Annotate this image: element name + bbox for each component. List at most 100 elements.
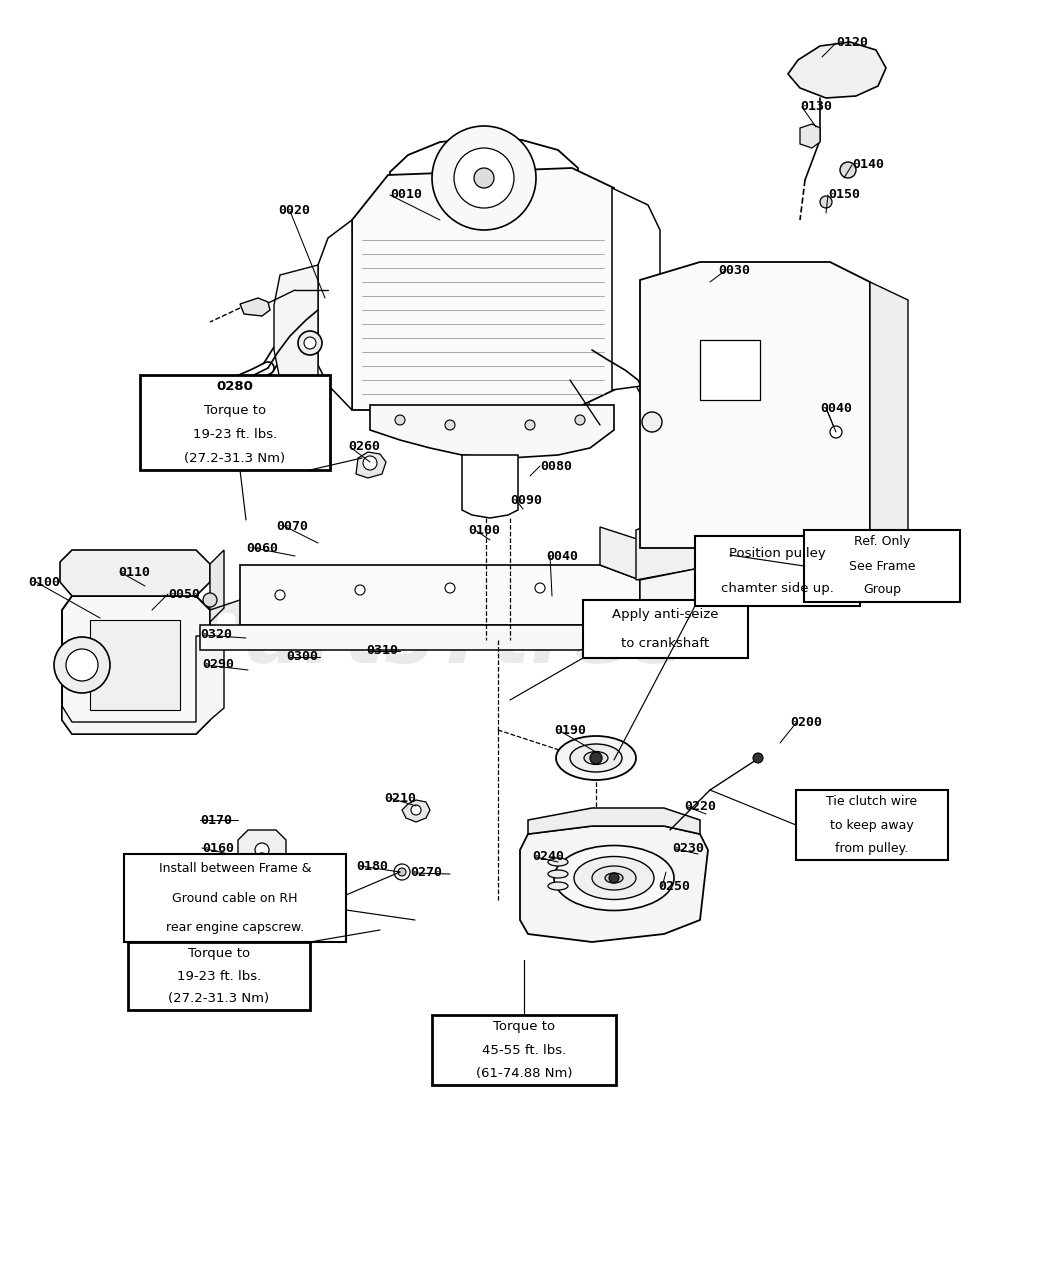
Text: Torque to: Torque to (188, 947, 250, 960)
Polygon shape (528, 808, 700, 835)
Text: 0190: 0190 (554, 724, 586, 737)
Text: Install between Frame &: Install between Frame & (158, 863, 312, 876)
Ellipse shape (554, 846, 674, 910)
Circle shape (355, 585, 365, 595)
Text: (27.2-31.3 Nm): (27.2-31.3 Nm) (169, 992, 270, 1005)
Text: from pulley.: from pulley. (836, 842, 909, 855)
Ellipse shape (548, 858, 568, 867)
FancyBboxPatch shape (695, 536, 860, 605)
FancyBboxPatch shape (128, 942, 311, 1010)
Text: (61-74.88 Nm): (61-74.88 Nm) (476, 1066, 572, 1080)
Circle shape (575, 415, 585, 425)
Text: 19-23 ft. lbs.: 19-23 ft. lbs. (193, 428, 277, 440)
FancyBboxPatch shape (140, 375, 330, 470)
Polygon shape (356, 452, 386, 477)
Polygon shape (274, 265, 318, 385)
Text: Position pulley: Position pulley (729, 547, 826, 561)
Text: chamter side up.: chamter side up. (721, 582, 834, 595)
Text: 0120: 0120 (836, 37, 868, 50)
Text: 0030: 0030 (718, 264, 750, 276)
Circle shape (753, 753, 763, 763)
Polygon shape (600, 527, 660, 580)
Text: Ground cable on RH: Ground cable on RH (172, 891, 298, 905)
FancyBboxPatch shape (584, 600, 748, 658)
Text: 0040: 0040 (546, 549, 578, 562)
Text: 0110: 0110 (118, 566, 150, 579)
Text: Tie clutch wire: Tie clutch wire (826, 795, 918, 808)
Text: 0090: 0090 (510, 494, 542, 507)
Circle shape (445, 420, 455, 430)
Text: 0050: 0050 (168, 588, 200, 600)
Text: 0080: 0080 (540, 460, 572, 472)
Circle shape (298, 332, 322, 355)
Polygon shape (788, 42, 886, 99)
Text: to crankshaft: to crankshaft (621, 637, 710, 650)
Ellipse shape (605, 873, 623, 883)
Text: Torque to: Torque to (204, 404, 266, 417)
Ellipse shape (556, 736, 636, 780)
FancyBboxPatch shape (124, 854, 346, 942)
Text: 0220: 0220 (684, 800, 716, 814)
Text: 0210: 0210 (384, 791, 416, 805)
Circle shape (432, 125, 536, 230)
Text: 0310: 0310 (366, 645, 398, 658)
Text: 0240: 0240 (532, 850, 564, 864)
Circle shape (840, 163, 855, 178)
Text: See Frame: See Frame (849, 559, 915, 572)
Text: 0320: 0320 (200, 628, 232, 641)
Polygon shape (200, 625, 640, 650)
Text: Group: Group (863, 584, 901, 596)
Circle shape (411, 805, 421, 815)
Polygon shape (640, 568, 740, 640)
Text: 0180: 0180 (356, 859, 388, 873)
Circle shape (394, 864, 410, 881)
Text: 0300: 0300 (286, 650, 318, 663)
Polygon shape (240, 564, 640, 625)
Circle shape (642, 412, 662, 431)
Ellipse shape (592, 867, 636, 890)
Text: 0270: 0270 (410, 867, 442, 879)
Text: 0150: 0150 (828, 188, 860, 201)
Circle shape (445, 582, 455, 593)
Polygon shape (640, 262, 870, 548)
Polygon shape (60, 550, 210, 596)
Polygon shape (870, 282, 908, 548)
Polygon shape (390, 138, 578, 224)
Polygon shape (240, 298, 270, 316)
FancyBboxPatch shape (796, 790, 948, 860)
Polygon shape (63, 596, 210, 733)
Text: 19-23 ft. lbs.: 19-23 ft. lbs. (177, 969, 262, 983)
Circle shape (609, 873, 619, 883)
Text: PartsTtree: PartsTtree (191, 599, 685, 681)
Polygon shape (800, 124, 820, 148)
Polygon shape (612, 188, 660, 390)
Circle shape (590, 751, 602, 764)
Polygon shape (63, 636, 224, 733)
Text: rear engine capscrew.: rear engine capscrew. (166, 920, 304, 934)
Text: 0100: 0100 (28, 576, 60, 589)
Circle shape (304, 337, 316, 349)
Circle shape (820, 196, 832, 207)
Circle shape (363, 456, 377, 470)
Polygon shape (462, 454, 518, 518)
Polygon shape (636, 506, 730, 580)
Ellipse shape (570, 744, 622, 772)
Text: Ref. Only: Ref. Only (853, 535, 910, 549)
Circle shape (203, 593, 217, 607)
Text: 0140: 0140 (852, 159, 884, 172)
Circle shape (66, 649, 98, 681)
Text: 0100: 0100 (468, 524, 500, 536)
Polygon shape (318, 220, 352, 410)
Text: 0280: 0280 (217, 380, 253, 393)
Ellipse shape (548, 882, 568, 890)
Text: Apply anti-seize: Apply anti-seize (613, 608, 719, 621)
Text: 0230: 0230 (672, 842, 704, 855)
Circle shape (474, 168, 494, 188)
Circle shape (395, 415, 405, 425)
Text: Torque to: Torque to (493, 1020, 555, 1033)
Polygon shape (402, 800, 430, 822)
Text: 0260: 0260 (348, 440, 380, 453)
Circle shape (255, 844, 269, 858)
Ellipse shape (574, 856, 654, 900)
Polygon shape (210, 550, 224, 622)
